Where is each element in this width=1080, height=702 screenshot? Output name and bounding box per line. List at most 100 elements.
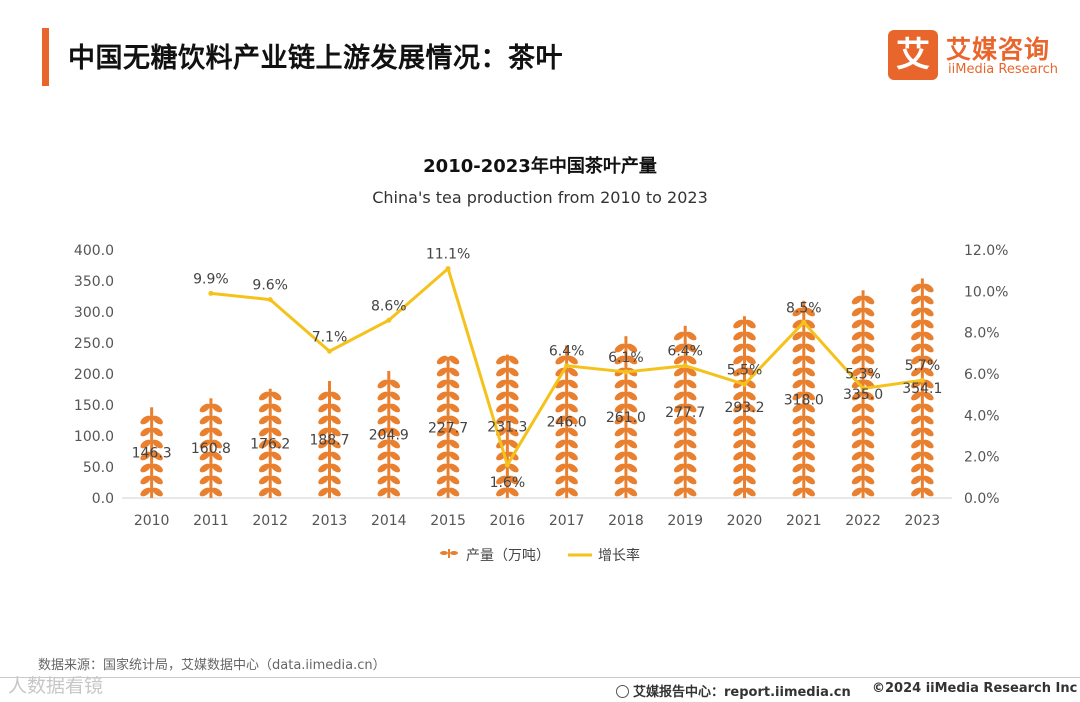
- leaf-shape: [733, 343, 744, 353]
- page-title: 中国无糖饮料产业链上游发展情况：茶叶: [68, 43, 563, 74]
- leaf-shape: [496, 367, 507, 377]
- leaf-shape: [923, 451, 934, 461]
- leaf-shape: [851, 391, 863, 401]
- leaf-shape: [567, 463, 578, 473]
- leaf-shape: [911, 439, 922, 449]
- leaf-shape: [626, 415, 638, 425]
- leaf-shape: [626, 355, 638, 365]
- leaf-shape: [804, 463, 816, 473]
- leaf-shape: [258, 451, 270, 461]
- leaf-shape: [508, 367, 519, 377]
- leaf-shape: [152, 463, 163, 473]
- leaf-shape: [555, 391, 566, 401]
- leaf-shape: [377, 415, 389, 425]
- leaf-shape: [567, 487, 578, 497]
- y-left-tick-label: 0.0: [92, 491, 114, 507]
- leaf-shape: [911, 343, 922, 353]
- leaf-shape: [851, 451, 863, 461]
- leaf-shape: [792, 451, 804, 461]
- leaf-shape: [448, 463, 460, 473]
- leaf-shape: [567, 439, 578, 449]
- leaf-shape: [436, 451, 448, 461]
- leaf-shape: [270, 463, 282, 473]
- leaf-shape: [673, 343, 685, 353]
- bar-production-2021: [802, 300, 806, 498]
- bar-value-label: 246.0: [547, 415, 587, 431]
- leaf-shape: [377, 451, 389, 461]
- leaf-shape: [377, 427, 389, 437]
- leaf-shape: [626, 451, 638, 461]
- leaf-shape: [685, 331, 697, 341]
- leaf-shape: [258, 415, 270, 425]
- leaf-shape: [626, 379, 638, 389]
- leaf-shape: [626, 403, 638, 413]
- footer-report-site[interactable]: 艾媒报告中心：report.iimedia.cn: [616, 681, 851, 700]
- leaf-shape: [496, 463, 507, 473]
- growth-rate-point-2011: [208, 290, 214, 296]
- leaf-shape: [448, 439, 460, 449]
- leaf-shape: [318, 427, 329, 437]
- leaf-shape: [673, 331, 685, 341]
- leaf-shape: [745, 463, 756, 473]
- leaf-shape: [436, 355, 448, 365]
- leaf-shape: [508, 463, 519, 473]
- leaf-shape: [626, 475, 638, 485]
- leaf-shape: [673, 403, 685, 413]
- leaf-shape: [923, 403, 934, 413]
- leaf-shape: [745, 415, 756, 425]
- footer-divider: [0, 677, 1080, 678]
- leaf-shape: [211, 487, 223, 497]
- leaf-shape: [448, 403, 460, 413]
- leaf-shape: [389, 391, 401, 401]
- leaf-shape: [792, 355, 804, 365]
- leaf-shape: [673, 367, 685, 377]
- leaf-shape: [851, 463, 863, 473]
- leaf-shape: [318, 487, 329, 497]
- leaf-shape: [863, 391, 875, 401]
- leaf-shape: [673, 427, 685, 437]
- leaf-shape: [685, 475, 697, 485]
- leaf-shape: [140, 427, 151, 437]
- growth-rate-label: 5.7%: [905, 358, 941, 374]
- leaf-shape: [851, 475, 863, 485]
- leaf-shape: [448, 367, 460, 377]
- leaf-shape: [804, 427, 816, 437]
- leaf-shape: [318, 451, 329, 461]
- leaf-shape: [318, 475, 329, 485]
- leaf-shape: [626, 463, 638, 473]
- leaf-shape: [567, 403, 578, 413]
- leaf-shape: [733, 355, 744, 365]
- leaf-shape: [614, 463, 626, 473]
- leaf-shape: [792, 391, 804, 401]
- leaf-shape: [792, 379, 804, 389]
- leaf-shape: [508, 487, 519, 497]
- leaf-shape: [923, 463, 934, 473]
- leaf-shape: [911, 415, 922, 425]
- growth-rate-label: 8.6%: [371, 298, 407, 314]
- x-tick-label: 2011: [193, 513, 229, 529]
- bar-production-2020: [743, 316, 746, 498]
- leaf-shape: [745, 427, 756, 437]
- leaf-shape: [685, 415, 697, 425]
- leaf-shape: [911, 283, 922, 293]
- leaf-shape: [389, 439, 401, 449]
- y-right-tick-label: 12.0%: [964, 243, 1008, 259]
- leaf-shape: [911, 475, 922, 485]
- leaf-shape: [270, 451, 282, 461]
- leaf-shape: [863, 343, 875, 353]
- leaf-shape: [923, 475, 934, 485]
- leaf-shape: [911, 319, 922, 329]
- leaf-shape: [851, 367, 863, 377]
- leaf-shape: [436, 391, 448, 401]
- leaf-shape: [923, 487, 934, 497]
- leaf-shape: [270, 427, 282, 437]
- growth-rate-point-2016: [504, 462, 510, 468]
- leaf-shape: [626, 487, 638, 497]
- growth-rate-point-2015: [445, 266, 451, 272]
- iimedia-logo[interactable]: 艾 艾媒咨询 iiMedia Research: [888, 30, 1068, 82]
- leaf-shape: [614, 391, 626, 401]
- leaf-shape: [685, 355, 697, 365]
- x-tick-label: 2015: [430, 513, 466, 529]
- leaf-shape: [496, 391, 507, 401]
- leaf-shape: [270, 487, 282, 497]
